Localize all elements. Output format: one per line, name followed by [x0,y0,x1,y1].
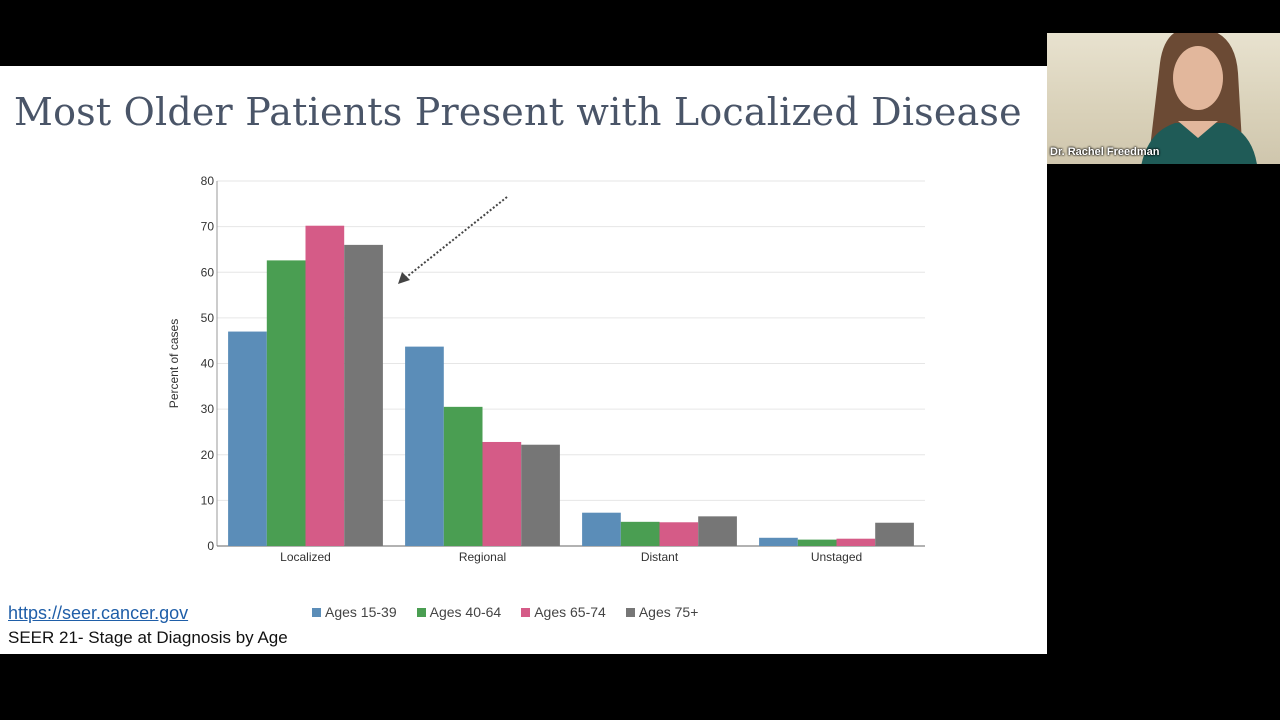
bar [228,331,267,546]
webcam-video: Dr. Rachel Freedman [1047,33,1280,164]
legend-item: Ages 65-74 [521,604,606,620]
legend-swatch [625,607,635,617]
slide-title: Most Older Patients Present with Localiz… [14,90,1022,134]
bar [875,522,914,546]
y-axis-title: Percent of cases [167,319,181,408]
bar [698,516,737,546]
legend-label: Ages 65-74 [534,604,606,620]
bar [443,406,483,546]
speaker-video-image [1141,33,1257,164]
bar [305,225,345,546]
bar [836,538,876,546]
y-tick-label: 60 [201,265,215,279]
y-tick-label: 10 [201,493,215,507]
bar [659,522,699,546]
legend-label: Ages 15-39 [325,604,397,620]
bar [759,537,798,546]
speaker-name-label: Dr. Rachel Freedman [1050,146,1160,158]
y-tick-label: 0 [207,539,214,553]
y-tick-label: 40 [201,357,215,371]
legend-label: Ages 40-64 [429,604,502,620]
chart-legend: Ages 15-39 Ages 40-64 Ages 65-74 Ages 75+ [312,604,698,620]
x-tick-label: Unstaged [811,550,862,564]
legend-swatch [521,607,531,617]
annotation-arrow-line [403,196,508,280]
legend-item: Ages 40-64 [416,604,502,620]
y-tick-label: 20 [201,448,215,462]
bar [405,346,444,546]
x-tick-label: Localized [280,550,331,564]
source-caption: SEER 21- Stage at Diagnosis by Age [8,628,288,647]
y-tick-label: 80 [201,174,215,188]
bar [266,260,306,546]
y-tick-label: 50 [201,311,215,325]
x-tick-label: Distant [641,550,679,564]
bar [797,539,837,546]
x-tick-label: Regional [459,550,506,564]
legend-item: Ages 15-39 [312,604,397,620]
annotation-arrow-head [398,272,410,284]
bar [620,521,660,546]
bar [582,512,621,546]
bar [521,444,560,546]
y-tick-label: 30 [201,402,215,416]
slide: Most Older Patients Present with Localiz… [0,66,1047,654]
source-link[interactable]: https://seer.cancer.gov [8,603,189,623]
bar [344,244,383,546]
legend-label: Ages 75+ [638,604,699,620]
y-tick-label: 70 [201,220,215,234]
legend-swatch [416,607,426,617]
bar [482,441,522,546]
legend-swatch [312,607,321,617]
stage-bar-chart: 0 10 20 30 40 50 60 70 80 Localized Regional Distan… [167,174,925,564]
legend-item: Ages 75+ [625,604,699,620]
